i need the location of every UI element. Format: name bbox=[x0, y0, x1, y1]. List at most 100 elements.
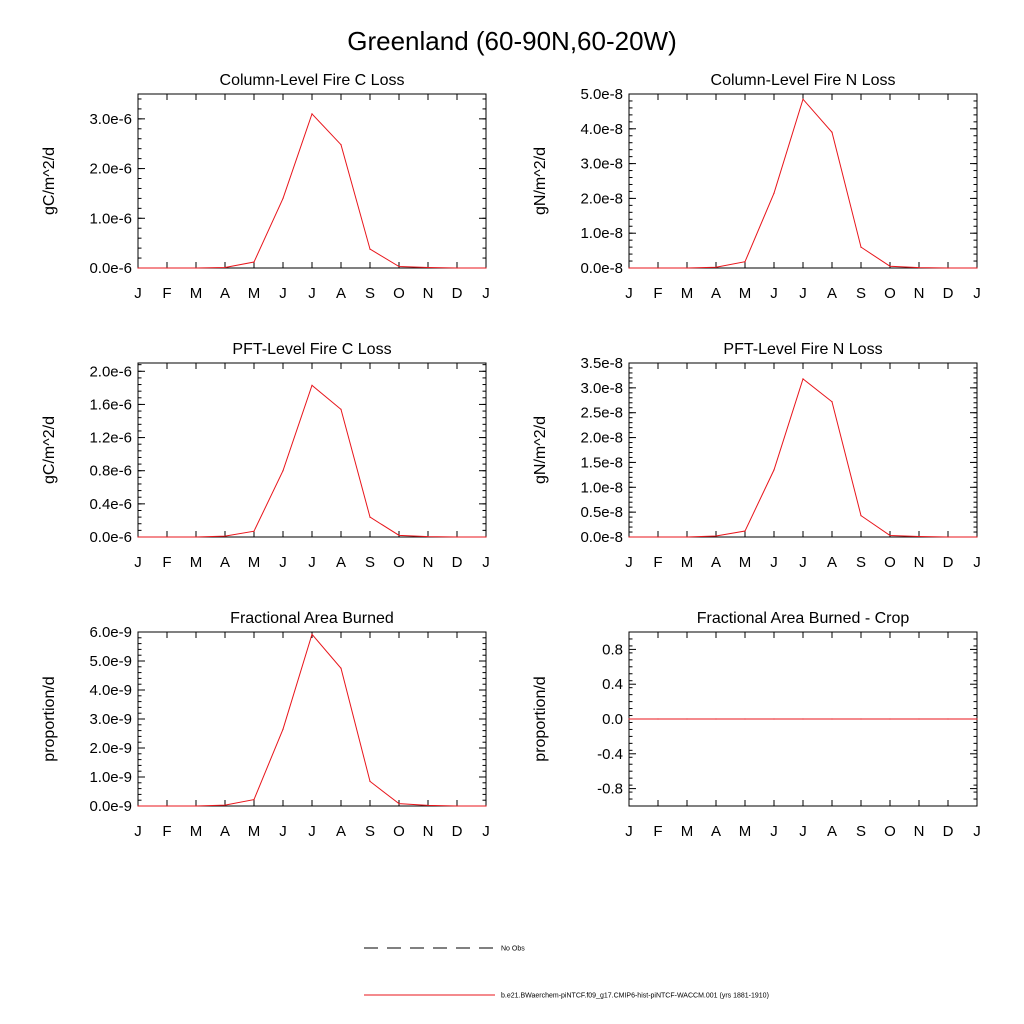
data-point bbox=[224, 266, 226, 269]
x-tick-label: D bbox=[943, 285, 954, 302]
x-tick-label: F bbox=[162, 285, 171, 302]
y-tick-label: 1.0e-6 bbox=[89, 210, 132, 227]
data-point bbox=[253, 799, 255, 801]
x-tick-label: O bbox=[393, 285, 405, 302]
data-point bbox=[340, 667, 342, 669]
legend-label: No Obs bbox=[501, 946, 525, 953]
data-point bbox=[137, 267, 139, 269]
x-tick-label: S bbox=[365, 823, 375, 840]
data-point bbox=[831, 718, 833, 720]
x-tick-label: J bbox=[973, 285, 981, 302]
data-point bbox=[456, 267, 458, 269]
y-axis-label: gC/m^2/d bbox=[41, 147, 58, 215]
y-axis-label: proportion/d bbox=[532, 676, 549, 761]
x-tick-label: D bbox=[943, 823, 954, 840]
plot-frame bbox=[628, 362, 978, 538]
data-point bbox=[947, 718, 949, 720]
x-tick-label: M bbox=[248, 554, 261, 571]
x-tick-label: J bbox=[308, 285, 316, 302]
data-point bbox=[166, 536, 168, 538]
data-point bbox=[657, 536, 659, 538]
data-point bbox=[485, 267, 487, 269]
data-point bbox=[427, 804, 429, 807]
x-tick-label: M bbox=[681, 285, 694, 302]
x-tick-label: A bbox=[220, 823, 230, 840]
x-tick-label: M bbox=[190, 554, 203, 571]
data-point bbox=[224, 535, 226, 537]
y-tick-label: 4.0e-8 bbox=[580, 121, 623, 138]
data-point bbox=[686, 267, 688, 269]
data-point bbox=[166, 267, 168, 269]
data-point bbox=[918, 535, 920, 538]
data-point bbox=[398, 803, 400, 805]
data-point bbox=[485, 805, 487, 807]
x-tick-label: O bbox=[884, 285, 896, 302]
x-tick-label: M bbox=[739, 823, 752, 840]
x-tick-label: M bbox=[681, 823, 694, 840]
y-tick-label: 2.0e-9 bbox=[89, 740, 132, 757]
x-tick-label: A bbox=[220, 285, 230, 302]
y-tick-label: 0.0e-6 bbox=[89, 529, 132, 546]
data-point bbox=[889, 534, 891, 537]
data-point bbox=[918, 718, 920, 720]
x-tick-label: N bbox=[914, 554, 925, 571]
panel-title: PFT-Level Fire N Loss bbox=[723, 341, 882, 358]
y-tick-label: 0.8e-6 bbox=[89, 463, 132, 480]
data-point bbox=[860, 515, 862, 517]
y-tick-label: 0.4e-6 bbox=[89, 496, 132, 513]
data-point bbox=[715, 718, 717, 720]
x-tick-label: J bbox=[973, 823, 981, 840]
data-point bbox=[976, 718, 978, 720]
x-tick-label: J bbox=[799, 285, 807, 302]
y-tick-label: 1.2e-6 bbox=[89, 430, 132, 447]
data-point bbox=[773, 469, 775, 471]
data-point bbox=[802, 378, 804, 380]
x-tick-label: D bbox=[452, 554, 463, 571]
series-line bbox=[629, 98, 977, 269]
x-tick-label: F bbox=[162, 554, 171, 571]
data-point bbox=[253, 530, 255, 532]
x-tick-label: J bbox=[799, 823, 807, 840]
x-tick-label: S bbox=[856, 554, 866, 571]
data-point bbox=[628, 267, 630, 269]
panel-title: Column-Level Fire C Loss bbox=[220, 72, 405, 89]
data-point bbox=[398, 534, 400, 536]
data-point bbox=[773, 718, 775, 720]
x-tick-label: M bbox=[190, 823, 203, 840]
y-tick-label: 0.0 bbox=[602, 711, 623, 728]
chart-panel: Fractional Area Burned - Crop proportion/… bbox=[532, 610, 981, 840]
data-point bbox=[456, 805, 458, 807]
y-tick-label: 5.0e-9 bbox=[89, 653, 132, 670]
data-point bbox=[485, 536, 487, 538]
y-tick-label: 0.0e-8 bbox=[580, 529, 623, 546]
x-tick-label: S bbox=[856, 285, 866, 302]
plot-frame bbox=[628, 93, 978, 269]
x-tick-label: J bbox=[482, 823, 490, 840]
y-tick-label: 5.0e-8 bbox=[580, 86, 623, 103]
x-tick-label: J bbox=[279, 554, 287, 571]
data-point bbox=[398, 265, 400, 268]
data-point bbox=[947, 536, 949, 538]
y-tick-label: 4.0e-9 bbox=[89, 682, 132, 699]
y-tick-label: 0.0e-8 bbox=[580, 260, 623, 277]
data-point bbox=[137, 805, 139, 807]
x-tick-label: J bbox=[279, 285, 287, 302]
data-point bbox=[340, 408, 342, 410]
data-point bbox=[340, 144, 342, 146]
x-tick-label: A bbox=[336, 554, 346, 571]
x-tick-label: F bbox=[653, 554, 662, 571]
y-tick-label: 2.0e-8 bbox=[580, 190, 623, 207]
x-tick-label: A bbox=[827, 823, 837, 840]
y-axis-label: proportion/d bbox=[41, 676, 58, 761]
y-tick-label: 1.6e-6 bbox=[89, 396, 132, 413]
y-axis-label: gC/m^2/d bbox=[41, 416, 58, 484]
x-tick-label: D bbox=[943, 554, 954, 571]
series-line bbox=[138, 384, 486, 538]
x-tick-label: A bbox=[220, 554, 230, 571]
x-tick-label: A bbox=[336, 823, 346, 840]
x-tick-label: S bbox=[365, 554, 375, 571]
x-tick-label: N bbox=[423, 823, 434, 840]
